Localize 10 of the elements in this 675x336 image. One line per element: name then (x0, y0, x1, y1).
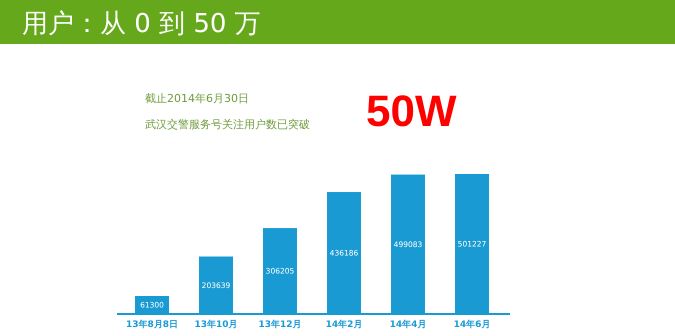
x-tick-label: 13年12月 (258, 319, 302, 330)
chart-title: 用户：从 0 到 50 万 (22, 9, 261, 39)
x-tick-label: 13年8月8日 (126, 319, 178, 330)
text: 50W (366, 87, 457, 136)
x-tick-label: 14年4月 (390, 319, 426, 330)
x-tick-label: 14年2月 (326, 319, 362, 330)
x-tick-label: 13年10月 (194, 319, 238, 330)
x-tick-label: 14年6月 (454, 319, 490, 330)
chart-subtitle: 截止2014年6月30日 (145, 92, 249, 105)
text: 武汉交警服务号关注用户数已突破 (145, 118, 310, 131)
